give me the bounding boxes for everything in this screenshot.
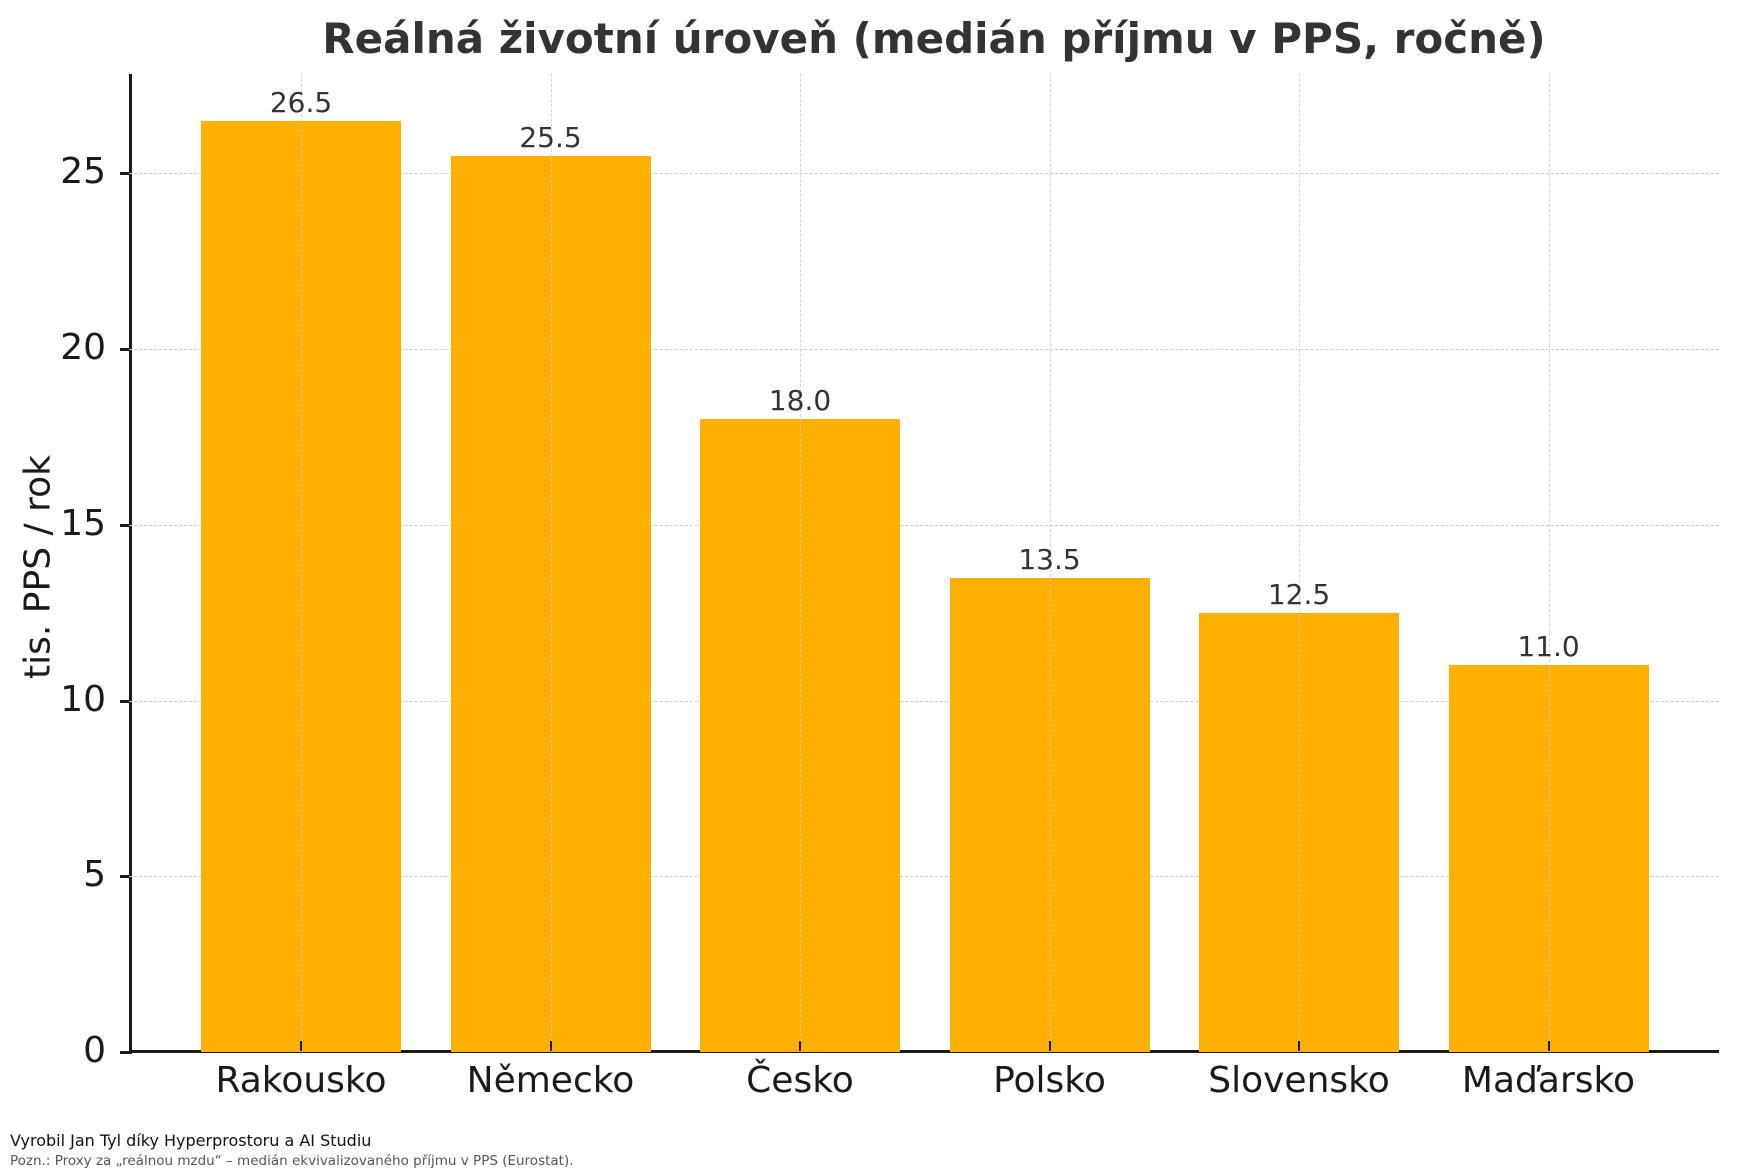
h-gridline bbox=[129, 349, 1719, 351]
y-tick-label: 25 bbox=[60, 151, 106, 193]
y-tick-label: 5 bbox=[83, 854, 106, 896]
v-gridline bbox=[1049, 74, 1051, 1052]
v-gridline bbox=[301, 74, 302, 1052]
x-tick-label: Polsko bbox=[993, 1060, 1106, 1101]
bar-value-label: 25.5 bbox=[519, 120, 582, 154]
x-tick-label: Česko bbox=[746, 1060, 854, 1101]
y-axis-label: tis. PPS / rok bbox=[17, 455, 59, 679]
bar-value-label: 11.0 bbox=[1517, 630, 1580, 664]
y-tick-mark bbox=[120, 348, 129, 352]
y-tick-mark bbox=[120, 699, 129, 703]
v-gridline bbox=[1299, 74, 1300, 1052]
h-gridline bbox=[129, 876, 1719, 878]
x-axis-line bbox=[129, 1050, 1719, 1053]
x-tick-mark bbox=[1547, 1041, 1550, 1051]
x-tick-label: Německo bbox=[466, 1060, 635, 1101]
bar-value-label: 13.5 bbox=[1018, 542, 1081, 576]
h-gridline bbox=[129, 173, 1719, 175]
y-tick-mark bbox=[120, 875, 129, 879]
y-axis-line bbox=[129, 74, 132, 1054]
x-tick-mark bbox=[300, 1041, 302, 1051]
y-tick-label: 0 bbox=[83, 1030, 106, 1071]
y-tick-mark bbox=[120, 172, 129, 176]
h-gridline bbox=[129, 700, 1719, 702]
y-tick-mark bbox=[120, 1051, 129, 1054]
v-gridline bbox=[550, 74, 552, 1052]
h-gridline bbox=[129, 524, 1719, 526]
bar-value-label: 26.5 bbox=[269, 85, 333, 119]
credit-text: Vyrobil Jan Tyl díky Hyperprostoru a AI … bbox=[10, 1131, 372, 1150]
y-tick-label: 20 bbox=[60, 327, 106, 369]
x-tick-mark bbox=[1298, 1041, 1300, 1051]
x-tick-mark bbox=[1048, 1041, 1051, 1051]
chart-title: Reálná životní úroveň (medián příjmu v P… bbox=[322, 14, 1546, 63]
bar-value-label: 18.0 bbox=[768, 384, 832, 418]
x-tick-label: Maďarsko bbox=[1461, 1060, 1636, 1101]
y-tick-mark bbox=[120, 523, 129, 527]
x-tick-mark bbox=[549, 1041, 552, 1051]
y-tick-label: 10 bbox=[60, 678, 106, 720]
note-text: Pozn.: Proxy za „reálnou mzdu“ – medián … bbox=[10, 1153, 574, 1169]
y-tick-label: 15 bbox=[60, 502, 106, 544]
x-tick-label: Rakousko bbox=[215, 1060, 387, 1101]
bar-value-label: 12.5 bbox=[1267, 577, 1331, 611]
x-tick-label: Slovensko bbox=[1208, 1060, 1390, 1101]
v-gridline bbox=[1548, 74, 1550, 1052]
plot-area: 0 5 10 15 20 25 26.5 Rakousko 25.5 Německo 18.0 Čes… bbox=[60, 74, 1719, 1101]
v-gridline bbox=[800, 74, 801, 1052]
x-tick-mark bbox=[799, 1041, 801, 1051]
